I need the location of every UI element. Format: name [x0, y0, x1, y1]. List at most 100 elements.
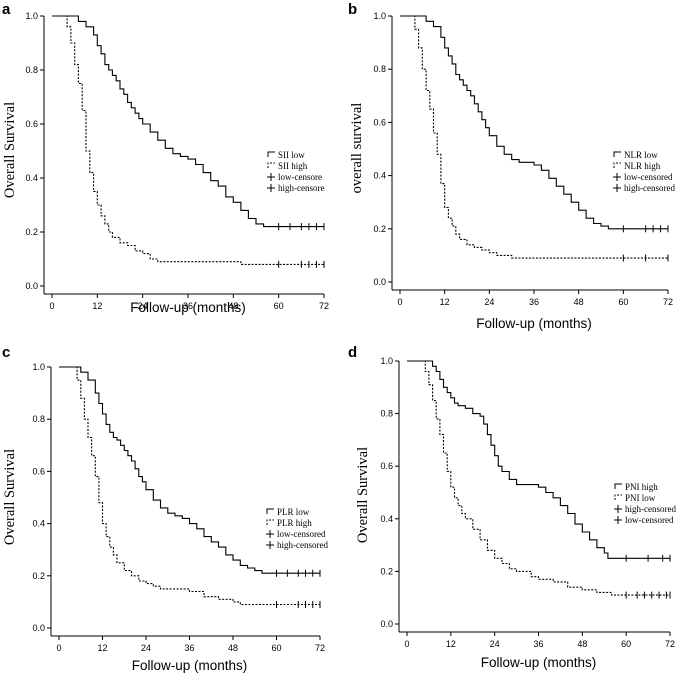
y-tick-label: 0.8 [373, 64, 386, 74]
legend-line-symbol [614, 494, 622, 500]
x-tick-label: 0 [56, 643, 61, 653]
legend-label: PLR high [277, 518, 312, 528]
panel-letter: c [2, 344, 10, 361]
km-panel-d: d 0 12 24 36 48 60 72 0.0 0.2 0.4 0.6 0.8 1.0 Follow-u… [348, 344, 676, 670]
x-tick-label: 72 [319, 301, 329, 311]
x-tick-label: 36 [184, 643, 194, 653]
legend-line-symbol [267, 162, 275, 168]
x-tick-label: 24 [138, 301, 148, 311]
x-tick-label: 36 [529, 297, 539, 307]
legend-label: PNI low [625, 493, 656, 503]
y-tick-label: 1.0 [25, 11, 38, 21]
legend-label: NLR high [624, 161, 661, 171]
x-tick-label: 72 [663, 297, 673, 307]
y-axis-label: Overall Survival [2, 102, 18, 198]
x-tick-label: 0 [397, 297, 402, 307]
y-tick-label: 0.4 [380, 514, 393, 524]
x-tick-label: 12 [92, 301, 102, 311]
y-tick-label: 0.0 [380, 619, 393, 629]
y-axis-label: Overall Survival [355, 447, 371, 543]
legend-label: low-censored [625, 515, 674, 525]
x-tick-label: 12 [446, 639, 456, 649]
legend-line-symbol [266, 508, 274, 514]
x-tick-label: 48 [577, 639, 587, 649]
x-tick-label: 48 [574, 297, 584, 307]
x-axis-label: Follow-up (months) [130, 300, 246, 315]
x-tick-label: 12 [440, 297, 450, 307]
x-tick-label: 36 [533, 639, 543, 649]
x-tick-label: 72 [665, 639, 675, 649]
survival-curve-dashed [407, 360, 670, 596]
y-tick-label: 0.8 [380, 409, 393, 419]
y-tick-label: 0.6 [32, 466, 45, 476]
y-tick-label: 0.6 [380, 461, 393, 471]
panel-letter: d [348, 344, 357, 361]
survival-curve-solid [400, 15, 668, 230]
x-tick-label: 48 [228, 301, 238, 311]
legend-label: SII low [278, 150, 305, 160]
x-tick-label: 24 [490, 639, 500, 649]
y-tick-label: 1.0 [373, 11, 386, 21]
x-tick-label: 24 [484, 297, 494, 307]
km-panel-b: b 0 12 24 36 48 60 72 0.0 0.2 0.4 0.6 0.8 1.0 Follow-u… [348, 1, 675, 331]
legend-label: low-censored [624, 172, 673, 182]
legend-line-symbol [266, 519, 274, 525]
legend-line-symbol [613, 162, 621, 168]
y-tick-label: 0.2 [25, 227, 38, 237]
x-axis-label: Follow-up (months) [132, 658, 248, 673]
survival-curve-dashed [400, 15, 668, 259]
survival-curve-dashed [52, 15, 324, 265]
y-tick-label: 0.6 [373, 117, 386, 127]
legend-label: PNI high [625, 482, 658, 492]
panel-letter: b [348, 1, 357, 18]
legend-label: NLR low [624, 150, 658, 160]
y-tick-label: 0.4 [373, 171, 386, 181]
survival-curve-solid [52, 15, 324, 228]
y-tick-label: 0.2 [373, 224, 386, 234]
x-tick-label: 60 [274, 301, 284, 311]
panel-letter: a [2, 1, 11, 18]
legend-label: SII high [278, 161, 308, 171]
x-axis-label: Follow-up (months) [476, 316, 592, 331]
x-tick-label: 48 [228, 643, 238, 653]
legend-line-symbol [267, 151, 275, 157]
y-axis-label: Overall Survival [2, 449, 18, 545]
x-tick-label: 0 [49, 301, 54, 311]
y-tick-label: 0.8 [25, 65, 38, 75]
km-panel-c: c 0 12 24 36 48 60 72 0.0 0.2 0.4 0.6 0.8 1.0 Follow-u… [2, 344, 328, 673]
y-tick-label: 0.4 [25, 173, 38, 183]
legend-label: high-censore [278, 183, 324, 193]
legend-label: PLR low [277, 507, 310, 517]
survival-curve-solid [59, 366, 320, 574]
survival-curve-solid [407, 360, 670, 559]
x-tick-label: 60 [618, 297, 628, 307]
y-tick-label: 0.0 [25, 281, 38, 291]
x-tick-label: 60 [621, 639, 631, 649]
y-tick-label: 0.2 [32, 571, 45, 581]
x-tick-label: 12 [97, 643, 107, 653]
x-tick-label: 72 [315, 643, 325, 653]
legend-line-symbol [614, 483, 622, 489]
y-tick-label: 0.8 [32, 414, 45, 424]
legend-label: low-censored [277, 529, 326, 539]
x-axis-label: Follow-up (months) [481, 655, 597, 670]
y-tick-label: 0.4 [32, 519, 45, 529]
legend-line-symbol [613, 151, 621, 157]
y-tick-label: 0.0 [373, 277, 386, 287]
x-tick-label: 60 [271, 643, 281, 653]
survival-curve-dashed [59, 366, 320, 606]
legend-label: high-censored [625, 504, 676, 514]
legend-label: high-censored [277, 540, 328, 550]
x-tick-label: 0 [404, 639, 409, 649]
y-tick-label: 0.2 [380, 566, 393, 576]
y-tick-label: 0.0 [32, 623, 45, 633]
x-tick-label: 36 [183, 301, 193, 311]
legend-label: high-censored [624, 183, 675, 193]
y-tick-label: 1.0 [380, 356, 393, 366]
y-tick-label: 0.6 [25, 119, 38, 129]
km-panel-a: a 0 12 24 36 48 60 72 0.0 0.2 0.4 0.6 0.8 1.0 Follow-u… [2, 1, 329, 315]
legend-label: low-censore [278, 172, 322, 182]
x-tick-label: 24 [141, 643, 151, 653]
y-axis-label: overall survival [349, 103, 365, 194]
